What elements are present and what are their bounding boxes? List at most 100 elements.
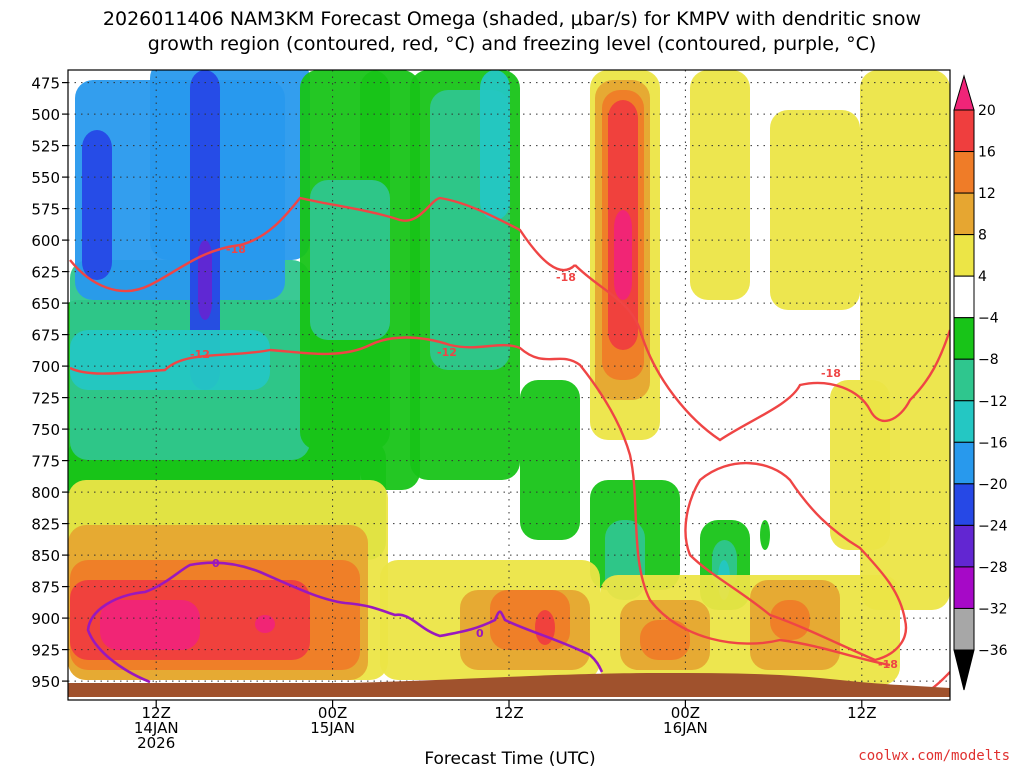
colorbar-label: 8 [978,228,987,244]
x-tick-label: 00Z [671,704,700,722]
y-tick-label: 700 [31,358,60,376]
freezing-level-contour [86,561,604,684]
y-tick-label: 550 [31,169,60,187]
contours [69,196,950,691]
x-tick-label: 12Z [142,704,171,722]
colorbar-segment [953,151,975,194]
omega-shading [68,70,950,685]
colorbar-label: −28 [978,560,1008,576]
colorbar-top-arrow [953,74,975,111]
dgz-contour-minus18-lower [574,264,950,442]
y-tick-label: 500 [31,106,60,124]
y-tick-label: 725 [31,390,60,408]
colorbar-label: −24 [978,518,1008,534]
contour-labels: -18 -12 -18 -18 -18 -12 0 0 [190,243,898,671]
y-tick-label: 900 [31,610,60,628]
colorbar-bottom-arrow [953,649,975,691]
omega-shade-cell [614,210,632,300]
dgz-contour-minus18-loop [684,461,908,662]
y-tick-label: 750 [31,421,60,439]
y-tick-label: 950 [31,673,60,691]
colorbar-segment [953,607,975,651]
y-tick-label: 475 [31,75,60,93]
watermark: coolwx.com/modelts [858,748,1010,764]
omega-shade-cell [770,110,860,310]
y-tick-label: 525 [31,138,60,156]
freezing-label-1: 0 [212,557,220,570]
colorbar-segment [953,358,975,402]
omega-shade-cell [310,180,390,340]
dgz-label-5: -18 [878,658,898,671]
colorbar-label: −12 [978,394,1008,410]
dgz-label-2: -12 [190,348,210,361]
colorbar: 20 16 12 8 4 −4 −8 −12 −16 −20 −24 −28 −32 −36 [953,74,1008,691]
dgz-contour-minus12 [69,336,891,667]
colorbar-segment [953,483,975,526]
omega-shade-cell [100,600,200,650]
dgz-label-1: -18 [226,243,246,256]
omega-shade-cell [198,240,212,320]
y-tick-label: 850 [31,547,60,565]
colorbar-label: 20 [978,103,996,119]
omega-shade-cell [82,130,112,280]
y-tick-label: 600 [31,232,60,250]
omega-shade-cell [255,615,275,633]
y-tick-label: 825 [31,516,60,534]
x-axis-label: Forecast Time (UTC) [424,749,595,768]
x-tick-label: 15JAN [310,719,355,737]
y-tick-label: 650 [31,295,60,313]
grid [68,70,950,700]
colorbar-segment [953,109,975,153]
colorbar-segment [953,234,975,277]
colorbar-segment [953,275,975,319]
colorbar-label: 16 [978,145,996,161]
chart-title-line2: growth region (contoured, red, °C) and f… [148,33,877,55]
omega-shade-cell [640,620,690,660]
omega-shade-cell [70,330,270,390]
x-tick-label: 16JAN [663,719,708,737]
x-tick-label: 12Z [494,704,523,722]
omega-shade-cell [150,70,310,260]
x-tick-label: 14JAN [134,719,179,737]
colorbar-segment [953,400,975,443]
omega-shade-cell [830,380,890,550]
colorbar-label: −20 [978,477,1008,493]
colorbar-label: −8 [978,352,999,368]
colorbar-label: 4 [978,269,987,285]
colorbar-label: 12 [978,186,996,202]
colorbar-label: −32 [978,601,1008,617]
omega-shade-cell [190,70,220,390]
y-tick-label: 875 [31,579,60,597]
omega-shade-cell [690,70,750,300]
colorbar-label: −36 [978,643,1008,659]
y-tick-label: 625 [31,264,60,282]
x-tick-label: 00Z [318,704,347,722]
colorbar-segment [953,317,975,360]
colorbar-segment [953,524,975,568]
dgz-contour-minus18-upper [69,196,576,293]
y-axis: 475 500 525 550 575 600 625 650 675 700 725 750 775 8… [31,75,68,691]
chart-title-line1: 2026011406 NAM3KM Forecast Omega (shaded… [103,8,921,30]
colorbar-segment [953,441,975,485]
omega-shade-cell [520,380,580,540]
y-tick-label: 675 [31,327,60,345]
y-tick-label: 925 [31,642,60,660]
dgz-label-12b: -12 [437,346,457,359]
y-tick-label: 800 [31,484,60,502]
y-tick-label: 775 [31,453,60,471]
colorbar-label: −16 [978,435,1008,451]
freezing-label-2: 0 [476,627,484,640]
omega-shade-cell [480,70,510,220]
omega-shade-cell [770,600,810,640]
terrain [68,673,950,697]
x-tick-label: 2026 [137,734,175,752]
dgz-label-4: -18 [821,367,841,380]
dgz-label-3: -18 [556,271,576,284]
omega-shade-cell [760,520,770,550]
y-tick-label: 575 [31,201,60,219]
x-tick-label: 12Z [847,704,876,722]
colorbar-segment [953,192,975,236]
omega-shade-cell [535,610,555,645]
